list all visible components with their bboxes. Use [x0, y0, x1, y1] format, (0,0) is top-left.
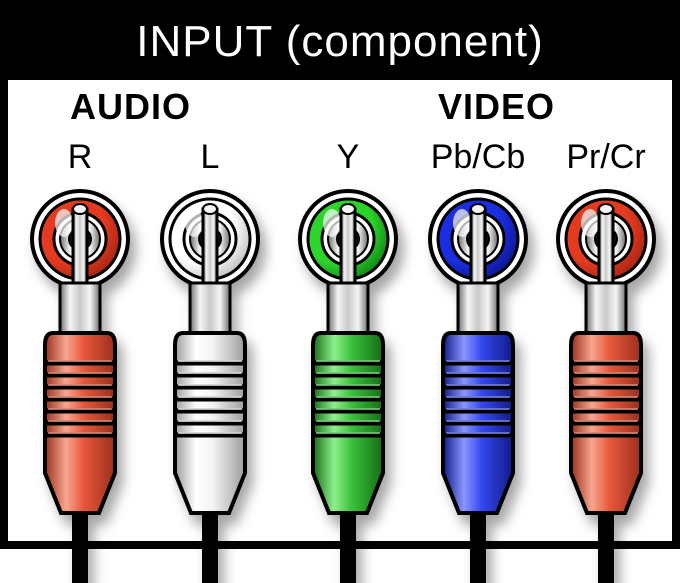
- connector-panel: AUDIO VIDEO R L: [6, 78, 674, 543]
- jack-label-video-y: Y: [337, 138, 360, 177]
- jack-label-audio-r: R: [68, 138, 93, 177]
- rca-connector-icon: [160, 183, 260, 583]
- jack-label-video-pb: Pb/Cb: [431, 138, 526, 177]
- jack-label-video-pr: Pr/Cr: [566, 138, 645, 177]
- diagram-title-bar: INPUT (component): [6, 6, 674, 78]
- jack-video-pb: Pb/Cb: [428, 138, 528, 583]
- group-label-audio: AUDIO: [70, 86, 191, 128]
- diagram-frame: INPUT (component) AUDIO VIDEO R L: [0, 0, 680, 549]
- group-label-video: VIDEO: [438, 86, 555, 128]
- diagram-title: INPUT (component): [136, 17, 543, 67]
- jack-label-audio-l: L: [201, 138, 220, 177]
- rca-connector-icon: [298, 183, 398, 583]
- jack-audio-l: L: [160, 138, 260, 583]
- jack-audio-r: R: [30, 138, 130, 583]
- jack-video-y: Y: [298, 138, 398, 583]
- rca-connector-icon: [428, 183, 528, 583]
- rca-connector-icon: [30, 183, 130, 583]
- jack-video-pr: Pr/Cr: [556, 138, 656, 583]
- rca-connector-icon: [556, 183, 656, 583]
